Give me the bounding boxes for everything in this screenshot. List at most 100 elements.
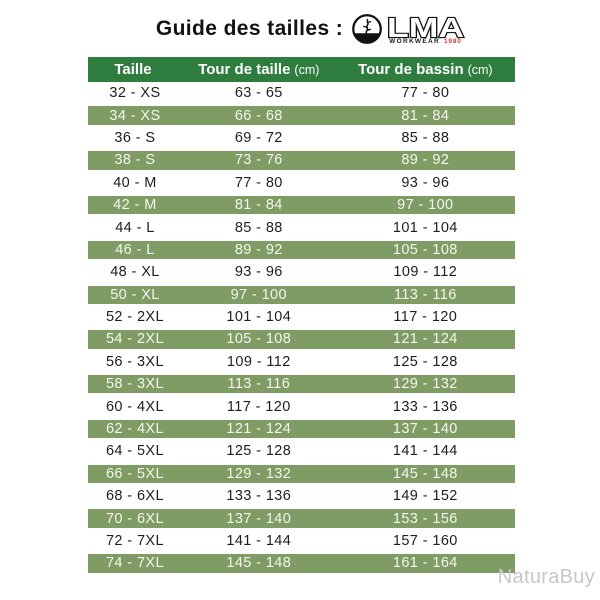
table-header-row: Taille Tour de taille (cm) Tour de bassin… [88,57,515,82]
logo-year-label: 1980 [444,37,462,45]
hip-cell: 113 - 116 [393,286,457,303]
size-cell: 68 - 6XL [105,488,164,505]
table-row: 40 - M 77 - 80 93 - 96 [88,171,515,194]
hip-cell: 141 - 144 [392,443,458,460]
hip-cell: 97 - 100 [397,197,454,214]
table-row: 62 - 4XL 121 - 124 137 - 140 [88,417,515,441]
column-header-unit: (cm) [294,63,320,77]
waist-cell: 77 - 80 [234,174,283,191]
table-row: 32 - XS 63 - 65 77 - 80 [88,82,515,105]
table-row: 60 - 4XL 117 - 120 133 - 136 [88,395,515,418]
table-row: 74 - 7XL 145 - 148 161 - 164 [88,552,515,575]
table-row: 54 - 2XL 105 - 108 121 - 124 [88,328,515,351]
table-body: 32 - XS 63 - 65 77 - 80 34 - XS 66 - 68 81 - … [88,82,515,575]
size-cell: 64 - 5XL [105,443,164,460]
table-row: 38 - S 73 - 76 89 - 92 [88,149,515,172]
table-row: 72 - 7XL 141 - 144 157 - 160 [88,529,515,553]
table-row: 66 - 5XL 129 - 132 145 - 148 [88,462,515,486]
hip-cell: 109 - 112 [393,264,458,281]
header: Guide des tailles : LMA WORKWEAR 1980 [0,13,600,45]
size-cell: 36 - S [114,129,156,146]
waist-cell: 85 - 88 [234,219,283,236]
size-cell: 70 - 6XL [105,510,164,527]
size-cell: 46 - L [115,241,155,258]
size-cell: 66 - 5XL [105,465,164,482]
size-cell: 42 - M [113,197,157,214]
waist-cell: 63 - 65 [234,85,283,102]
size-cell: 52 - 2XL [105,309,164,326]
table-row: 68 - 6XL 133 - 136 149 - 152 [88,485,515,508]
waist-cell: 133 - 136 [226,488,292,505]
waist-cell: 81 - 84 [234,197,283,214]
column-header-label: Tour de taille [198,61,291,78]
waist-cell: 101 - 104 [226,309,292,326]
waist-cell: 137 - 140 [226,510,292,527]
size-cell: 38 - S [114,152,156,169]
column-header-tour-de-bassin: Tour de bassin (cm) [336,61,515,78]
table-row: 44 - L 85 - 88 101 - 104 [88,216,515,239]
hip-cell: 105 - 108 [392,241,458,258]
hip-cell: 89 - 92 [401,152,450,169]
table-row: 50 - XL 97 - 100 113 - 116 [88,283,515,306]
size-cell: 54 - 2XL [105,331,164,348]
watermark: NaturaBuy [497,566,595,588]
table-row: 56 - 3XL 109 - 112 125 - 128 [88,350,515,374]
waist-cell: 97 - 100 [230,286,287,303]
lma-wordmark: LMA WORKWEAR 1980 [386,14,466,45]
table-row: 52 - 2XL 101 - 104 117 - 120 [88,305,515,329]
hip-cell: 161 - 164 [392,555,458,572]
table-row: 34 - XS 66 - 68 81 - 84 [88,104,515,127]
hip-cell: 137 - 140 [392,421,458,438]
table-row: 64 - 5XL 125 - 128 141 - 144 [88,440,515,463]
waist-cell: 141 - 144 [226,533,292,549]
size-cell: 34 - XS [109,107,161,124]
waist-cell: 129 - 132 [226,465,292,482]
hip-cell: 157 - 160 [392,533,458,549]
hip-cell: 101 - 104 [392,219,458,236]
size-cell: 58 - 3XL [105,376,164,393]
size-cell: 72 - 7XL [105,533,164,549]
waist-cell: 66 - 68 [234,107,283,124]
hip-cell: 121 - 124 [392,331,458,348]
column-header-label: Tour de bassin [358,61,464,78]
waist-cell: 145 - 148 [226,555,292,572]
table-row: 70 - 6XL 137 - 140 153 - 156 [88,507,515,530]
hip-cell: 129 - 132 [392,376,458,393]
hip-cell: 145 - 148 [392,465,458,482]
hip-cell: 93 - 96 [401,174,450,191]
hip-cell: 153 - 156 [392,510,458,527]
waist-cell: 89 - 92 [234,241,283,258]
hip-cell: 77 - 80 [401,85,450,102]
hip-cell: 125 - 128 [392,353,458,370]
waist-cell: 109 - 112 [226,353,291,370]
table-row: 58 - 3XL 113 - 116 129 - 132 [88,373,515,396]
size-cell: 32 - XS [109,85,161,102]
size-cell: 48 - XL [110,264,160,281]
size-cell: 74 - 7XL [105,555,164,572]
waist-cell: 121 - 124 [226,421,292,438]
size-guide-table: Taille Tour de taille (cm) Tour de bassin… [88,57,515,575]
size-cell: 56 - 3XL [105,353,164,370]
waist-cell: 73 - 76 [234,152,283,169]
table-row: 42 - M 81 - 84 97 - 100 [88,193,515,217]
waist-cell: 105 - 108 [226,331,292,348]
column-header-unit: (cm) [467,63,493,77]
column-header-taille: Taille [88,61,182,78]
waist-cell: 69 - 72 [234,129,283,146]
hip-cell: 85 - 88 [401,129,450,146]
size-cell: 44 - L [115,219,155,236]
column-header-tour-de-taille: Tour de taille (cm) [182,61,336,78]
logo-workwear-label: WORKWEAR [389,37,440,45]
size-cell: 40 - M [113,174,157,191]
bonsai-tree-icon [352,14,383,44]
hip-cell: 81 - 84 [401,107,450,124]
size-cell: 50 - XL [110,286,160,303]
hip-cell: 133 - 136 [392,398,458,415]
size-cell: 62 - 4XL [105,421,164,438]
table-row: 36 - S 69 - 72 85 - 88 [88,126,515,150]
waist-cell: 93 - 96 [234,264,283,281]
svg-text:LMA: LMA [387,14,464,41]
size-cell: 60 - 4XL [105,398,164,415]
column-header-label: Taille [114,61,152,78]
